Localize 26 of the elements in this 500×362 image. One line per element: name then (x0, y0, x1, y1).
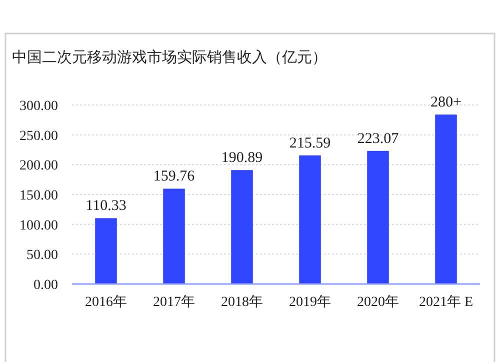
data-label: 159.76 (153, 168, 196, 185)
x-tick-label: 2021年 E (418, 294, 474, 310)
x-tick-label: 2017年 (153, 294, 195, 310)
y-tick-label: 50.00 (26, 248, 58, 264)
bar (231, 170, 253, 284)
x-tick-label: 2018年 (221, 294, 263, 310)
data-label: 190.89 (221, 150, 263, 166)
x-tick-label: 2020年 (357, 294, 399, 310)
y-tick-label: 300.00 (20, 99, 58, 114)
data-label: 215.59 (289, 135, 331, 152)
x-tick-label: 2016年 (85, 294, 127, 310)
data-label: 223.07 (357, 130, 400, 147)
y-tick-label: 150.00 (20, 188, 58, 204)
x-tick-label: 2019年 (289, 294, 331, 310)
bar (299, 155, 321, 284)
bar (163, 188, 185, 284)
y-tick-label: 250.00 (20, 128, 58, 144)
y-tick-label: 200.00 (20, 158, 58, 174)
data-label: 110.33 (86, 198, 126, 214)
y-tick-label: 100.00 (20, 218, 58, 234)
data-label: 280+ (430, 94, 462, 111)
bar (435, 114, 457, 284)
bar (95, 218, 117, 284)
chart-title: 中国二次元移动游戏市场实际销售收入（亿元） (12, 49, 327, 66)
bar (367, 150, 389, 284)
y-tick-label: 0.00 (34, 278, 58, 293)
